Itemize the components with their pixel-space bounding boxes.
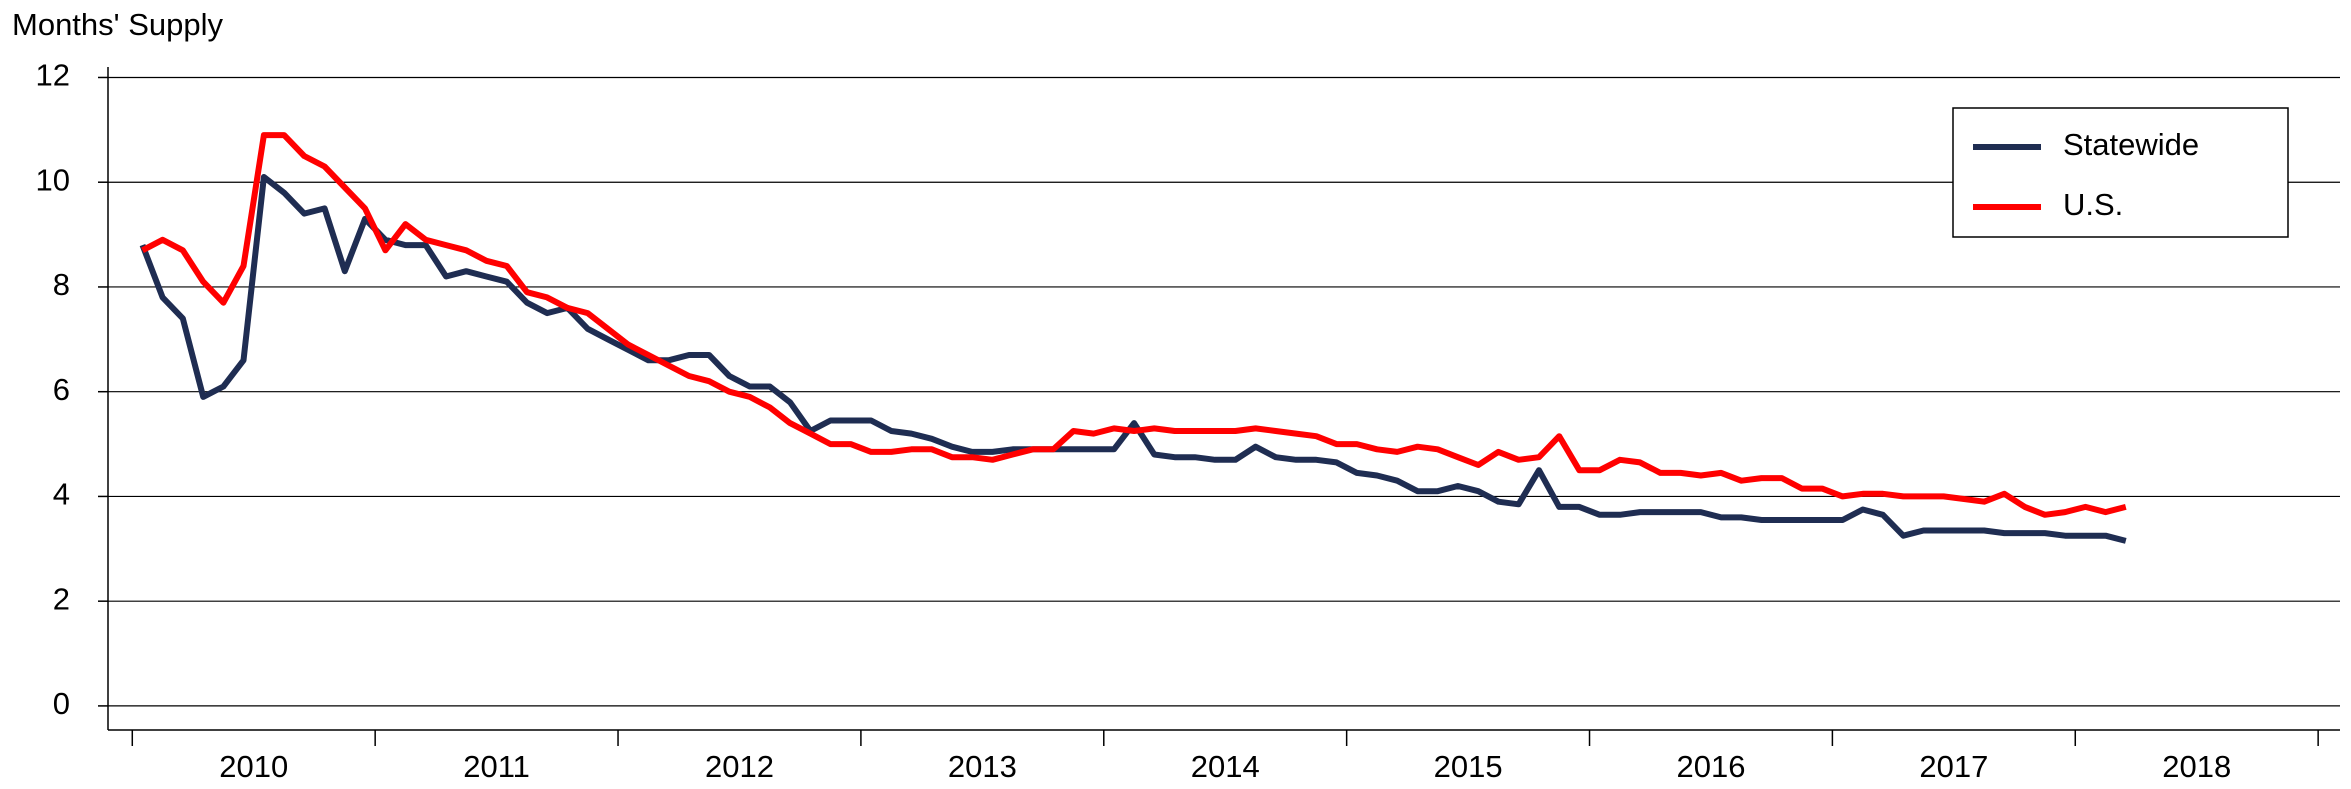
y-tick-label: 0 [53,686,70,721]
y-axis-title: Months' Supply [12,7,223,42]
series-line [141,132,2127,518]
x-tick-label: 2017 [1919,749,1988,784]
x-tick-label: 2014 [1191,749,1260,784]
x-tick-label: 2011 [463,749,530,784]
y-tick-label: 10 [36,162,70,197]
x-tick-label: 2010 [219,749,288,784]
legend-box [1952,107,2289,238]
y-tick-label: 12 [36,58,70,93]
x-tick-label: 2015 [1434,749,1503,784]
y-tick-label: 4 [53,477,70,512]
series-line [139,174,2127,544]
x-tick-label: 2018 [2162,749,2231,784]
y-tick-label: 2 [53,581,70,616]
legend-label: Statewide [2063,127,2199,162]
x-tick-label: 2016 [1676,749,1745,784]
legend-label: U.S. [2063,187,2123,222]
x-tick-label: 2013 [948,749,1017,784]
y-tick-label: 6 [53,372,70,407]
y-tick-label: 8 [53,267,70,302]
x-tick-label: 2012 [705,749,774,784]
